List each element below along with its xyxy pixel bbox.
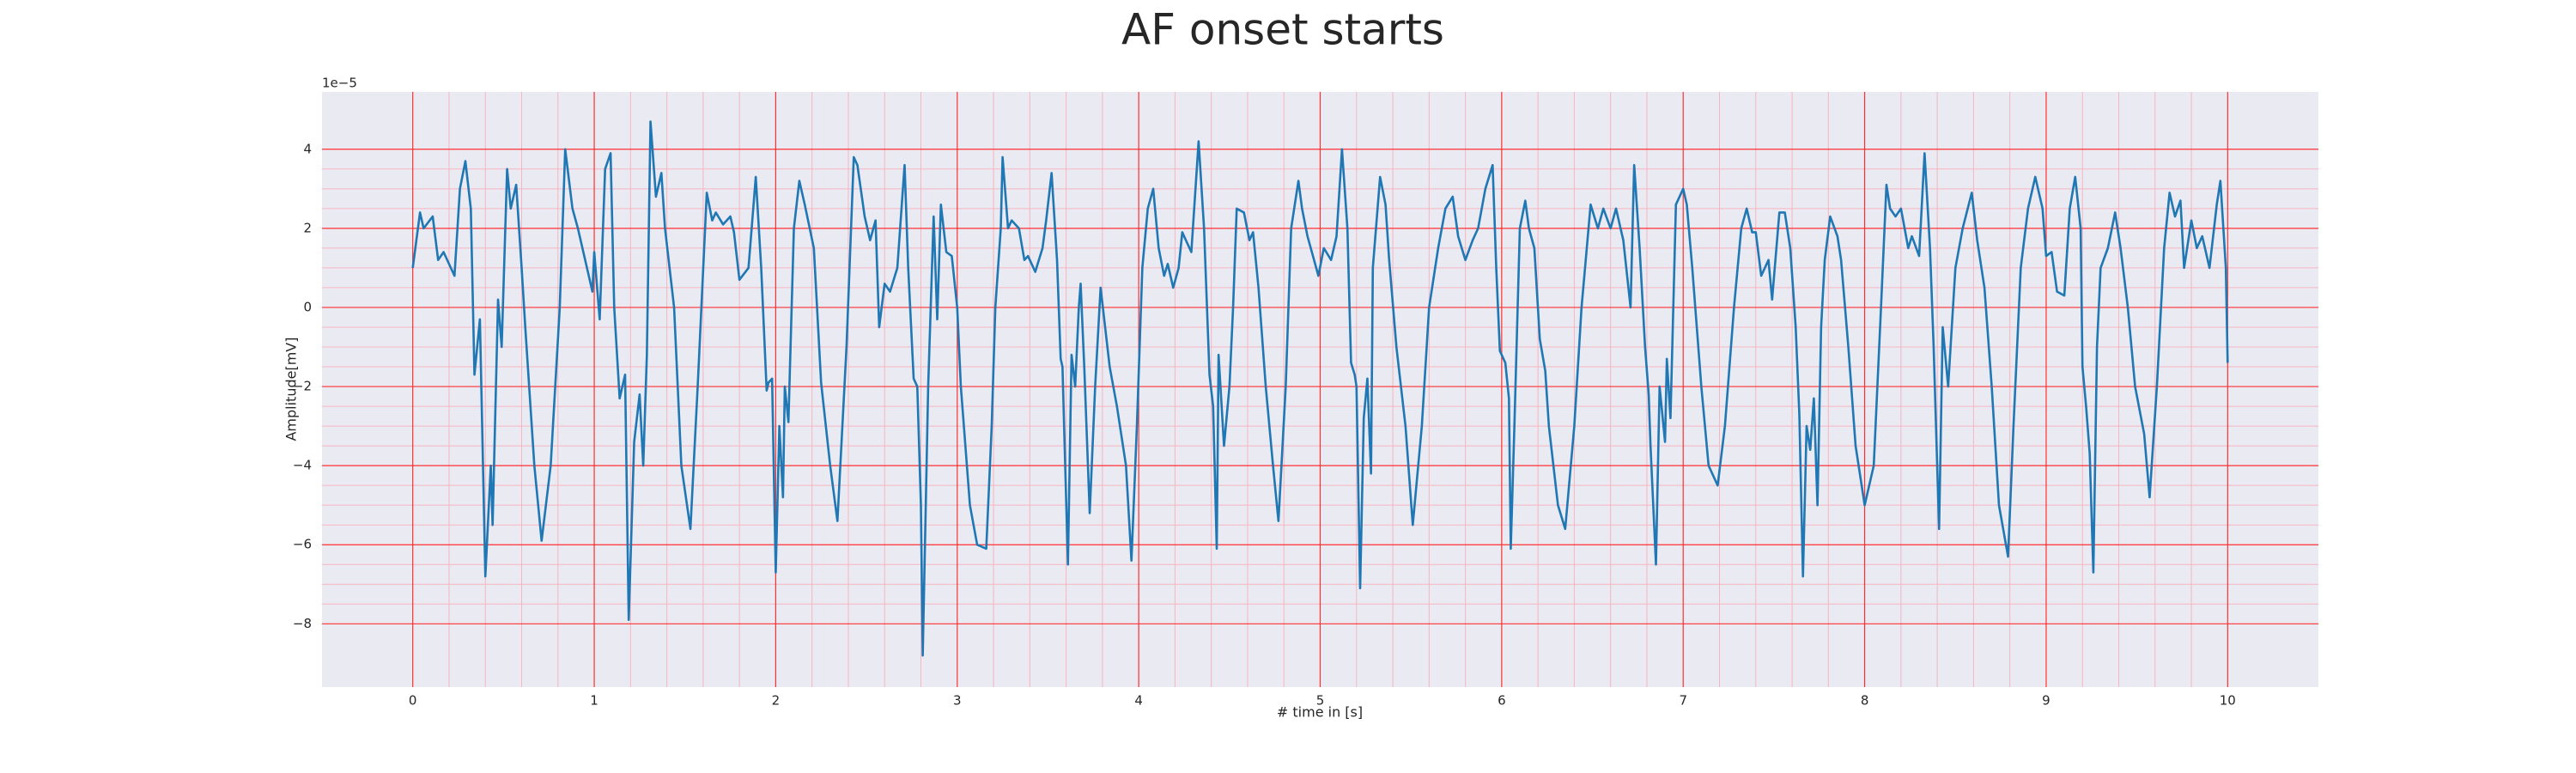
chart-title: AF onset starts: [1121, 5, 1444, 55]
x-tick-label: 2: [772, 693, 781, 709]
x-tick-label: 0: [409, 693, 417, 709]
x-tick-label: 6: [1498, 693, 1506, 709]
x-tick-label: 9: [2042, 693, 2050, 709]
x-tick-label: 4: [1134, 693, 1143, 709]
signal-line: [411, 120, 2229, 657]
x-tick-label: 10: [2220, 693, 2236, 709]
y-tick-label: 0: [303, 299, 312, 314]
y-tick-label: −2: [293, 379, 312, 394]
x-tick-label: 5: [1316, 693, 1325, 709]
y-tick-label: −8: [293, 616, 312, 631]
x-tick-label: 7: [1679, 693, 1687, 709]
y-offset-label: 1e−5: [322, 76, 357, 91]
x-axis-label: # time in [s]: [1277, 704, 1363, 721]
x-tick-label: 1: [590, 693, 598, 709]
y-axis-label: Amplitude[mV]: [283, 337, 300, 441]
x-tick-label: 8: [1861, 693, 1869, 709]
y-tick-label: −4: [293, 458, 312, 473]
x-tick-label: 3: [953, 693, 962, 709]
y-tick-label: 2: [303, 220, 312, 235]
y-tick-label: −6: [293, 537, 312, 552]
y-tick-label: 4: [303, 141, 312, 156]
